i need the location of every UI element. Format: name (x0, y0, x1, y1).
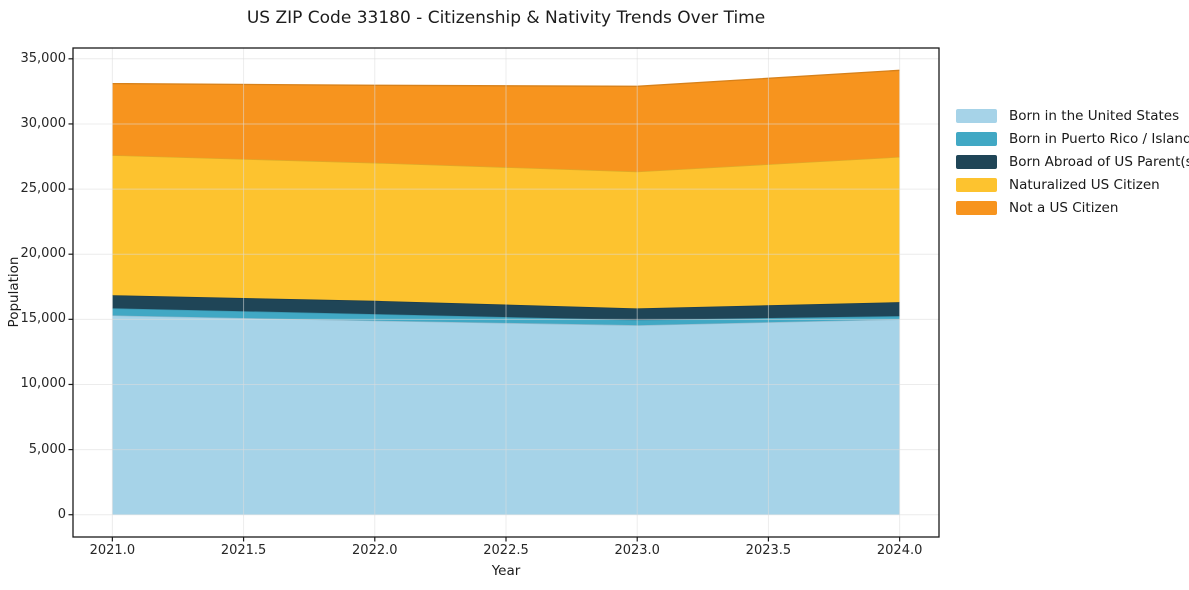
legend-item: Born in the United States (956, 104, 1189, 127)
legend-swatch (956, 154, 997, 169)
x-tick-label: 2022.5 (483, 543, 529, 558)
legend-label: Naturalized US Citizen (1009, 176, 1160, 193)
legend-swatch (956, 131, 997, 146)
legend-label: Born in Puerto Rico / Islands (1009, 130, 1189, 147)
y-tick-label: 15,000 (20, 311, 67, 327)
y-axis-title: Population (6, 256, 22, 328)
legend-item: Born in Puerto Rico / Islands (956, 127, 1189, 150)
x-tick-label: 2021.0 (89, 543, 136, 558)
y-tick-label: 35,000 (20, 50, 67, 66)
y-tick-label: 25,000 (20, 181, 67, 197)
y-tick-label: 30,000 (20, 115, 67, 131)
x-tick-label: 2023.5 (745, 543, 792, 558)
legend-item: Naturalized US Citizen (956, 173, 1189, 196)
legend-label: Born Abroad of US Parent(s) (1009, 153, 1189, 170)
x-tick-label: 2021.5 (220, 543, 267, 558)
y-tick-label: 5,000 (28, 441, 66, 457)
legend-label: Born in the United States (1009, 107, 1180, 124)
area-2-fill (112, 308, 900, 326)
legend-label: Not a US Citizen (1009, 199, 1119, 216)
legend-item: Not a US Citizen (956, 196, 1189, 219)
chart-title: US ZIP Code 33180 - Citizenship & Nativi… (246, 8, 766, 28)
x-tick-label: 2023.0 (614, 543, 660, 558)
x-tick-label: 2022.0 (352, 543, 398, 558)
y-tick-label: 10,000 (20, 376, 67, 392)
x-axis-title: Year (491, 563, 521, 579)
legend-item: Born Abroad of US Parent(s) (956, 150, 1189, 173)
legend-swatch (956, 108, 997, 123)
x-tick-label: 2024.0 (876, 543, 923, 558)
y-tick-label: 20,000 (20, 246, 67, 262)
y-tick-label: 0 (57, 506, 66, 522)
legend-swatch (956, 200, 997, 215)
legend: Born in the United States Born in Puerto … (956, 104, 1189, 219)
legend-swatch (956, 177, 997, 192)
